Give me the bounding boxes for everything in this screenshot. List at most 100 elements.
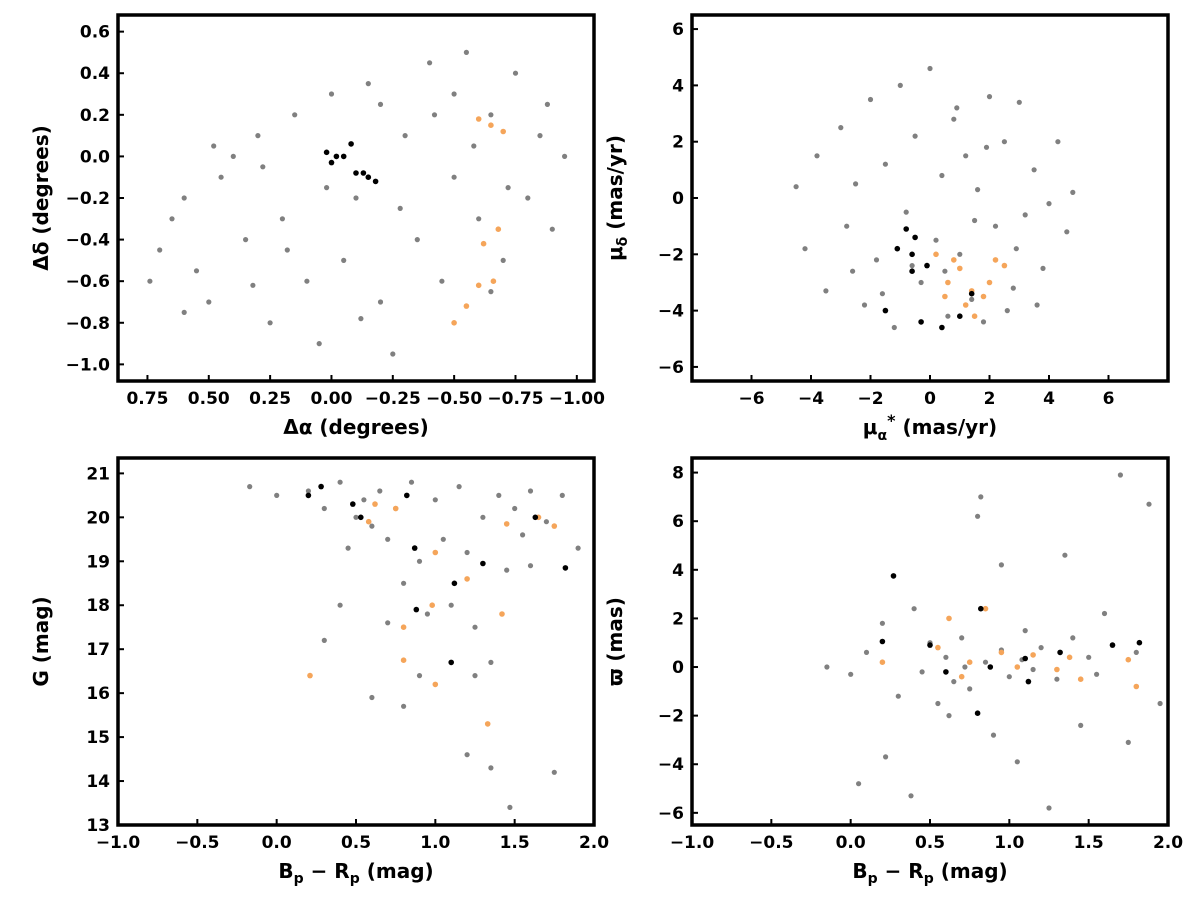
- y-tick-label: 0: [672, 189, 684, 209]
- y-tick-label: −4: [658, 302, 684, 322]
- data-point: [909, 251, 915, 258]
- data-point: [353, 514, 359, 520]
- data-point: [1064, 229, 1070, 235]
- data-point: [957, 251, 963, 257]
- data-point: [903, 209, 909, 215]
- data-point: [353, 195, 359, 201]
- x-tick-label: −1.0: [670, 833, 715, 853]
- data-point: [1004, 308, 1010, 314]
- x-tick-label: 1.5: [1074, 833, 1104, 853]
- data-point: [365, 174, 372, 180]
- x-tick-label: 2.0: [579, 833, 609, 853]
- x-tick-label: 0.00: [310, 389, 352, 409]
- data-point: [562, 565, 569, 571]
- y-tick-label: 6: [672, 512, 684, 532]
- data-point: [957, 265, 963, 272]
- data-point: [971, 313, 978, 320]
- data-point: [464, 752, 470, 758]
- data-point: [951, 116, 957, 122]
- y-tick-label: −0.6: [66, 272, 110, 292]
- data-point: [978, 494, 984, 500]
- y-axis-label: μδ (mas/yr): [603, 135, 631, 261]
- data-point: [894, 245, 901, 252]
- data-point: [982, 605, 989, 612]
- data-point: [193, 268, 200, 274]
- data-point: [562, 153, 568, 159]
- data-point: [982, 659, 989, 665]
- data-point: [504, 567, 510, 573]
- data-point: [802, 246, 808, 252]
- data-point: [372, 178, 379, 185]
- data-point: [1022, 655, 1028, 662]
- data-point: [890, 573, 897, 579]
- data-point: [147, 278, 153, 284]
- data-point: [369, 523, 375, 529]
- data-point: [527, 563, 534, 569]
- y-tick-label: 4: [672, 76, 684, 96]
- data-point: [432, 497, 438, 503]
- data-point: [1054, 666, 1060, 673]
- data-point: [814, 153, 820, 159]
- data-point: [397, 205, 403, 211]
- data-point: [488, 765, 494, 771]
- x-tick-label: 0.5: [341, 833, 371, 853]
- data-point: [323, 149, 330, 156]
- data-point: [321, 505, 327, 512]
- data-point: [969, 296, 975, 302]
- data-point: [945, 313, 951, 319]
- data-point: [873, 257, 880, 263]
- x-tick-label: 2: [984, 389, 996, 409]
- data-point: [1136, 639, 1143, 646]
- data-point: [853, 181, 859, 187]
- data-point: [943, 654, 949, 660]
- data-point: [863, 649, 870, 656]
- x-axis-label: μα* (mas/yr): [863, 411, 997, 444]
- data-point: [496, 492, 502, 498]
- x-tick-label: 0: [924, 389, 936, 409]
- data-point: [451, 174, 457, 180]
- data-point: [879, 620, 886, 626]
- data-point: [416, 558, 423, 564]
- data-point: [181, 309, 187, 315]
- data-point: [951, 257, 957, 263]
- data-point: [316, 341, 322, 347]
- y-tick-label: 19: [86, 552, 110, 572]
- data-point: [1001, 262, 1008, 269]
- data-point: [488, 659, 494, 666]
- data-point: [385, 620, 391, 626]
- data-point: [369, 694, 375, 701]
- data-point: [1055, 139, 1061, 145]
- data-point: [211, 143, 217, 149]
- x-tick-label: 1.5: [500, 833, 530, 853]
- data-point: [918, 279, 924, 286]
- data-point: [823, 288, 829, 294]
- data-point: [879, 638, 886, 645]
- data-point: [304, 278, 310, 284]
- data-point: [500, 128, 507, 135]
- y-tick-label: 0: [672, 658, 684, 678]
- y-tick-label: −0.2: [66, 189, 110, 209]
- x-tick-label: 0.50: [188, 389, 230, 409]
- data-point: [464, 549, 470, 556]
- data-point: [1006, 674, 1012, 680]
- data-point: [328, 91, 335, 97]
- data-point: [360, 170, 367, 176]
- data-point: [933, 251, 939, 258]
- data-point: [431, 112, 438, 118]
- data-point: [414, 237, 420, 243]
- data-point: [520, 532, 526, 538]
- data-point: [411, 545, 418, 551]
- x-tick-label: 1.0: [420, 833, 450, 853]
- x-tick-label: −1.00: [549, 389, 605, 409]
- data-point: [333, 153, 340, 160]
- data-point: [206, 299, 212, 305]
- data-point: [903, 226, 909, 232]
- data-point: [440, 536, 446, 542]
- data-point: [966, 659, 973, 665]
- data-point: [1014, 759, 1020, 765]
- data-point: [848, 671, 854, 677]
- x-axis-label: Bp − Rp (mag): [852, 859, 1007, 887]
- data-point: [480, 240, 487, 247]
- x-tick-label: 6: [1103, 389, 1115, 409]
- data-point: [305, 492, 312, 499]
